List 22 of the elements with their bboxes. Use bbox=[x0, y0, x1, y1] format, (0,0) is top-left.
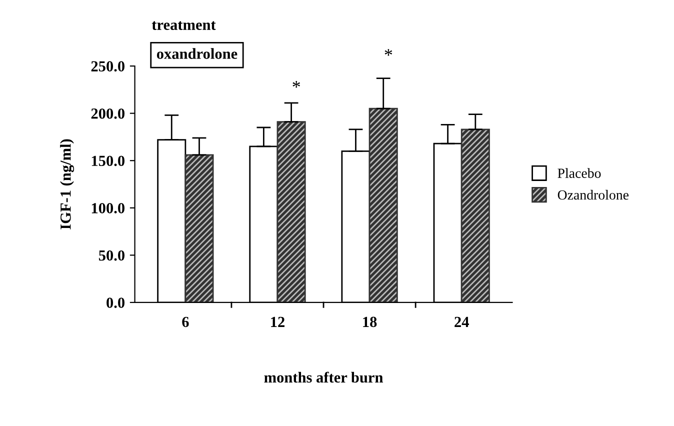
x-tick-label: 12 bbox=[271, 316, 284, 327]
bar bbox=[460, 128, 490, 302]
y-tick-label: 200.0 bbox=[91, 108, 124, 119]
x-tick-label: 24 bbox=[454, 316, 469, 327]
y-tick-label: 100.0 bbox=[92, 203, 124, 214]
x-tick-label: 18 bbox=[363, 316, 377, 328]
legend-label: Ozandrolone bbox=[558, 190, 629, 200]
text: * bbox=[384, 49, 392, 56]
x-tick-label: 6 bbox=[182, 316, 189, 328]
text: treatment bbox=[152, 21, 216, 30]
y-tick-label: 0.0 bbox=[106, 298, 124, 308]
y-tick-label: 50.0 bbox=[98, 250, 124, 261]
y-tick-label: 250.0 bbox=[91, 61, 124, 72]
legend-label: Placebo bbox=[558, 168, 601, 178]
bar bbox=[276, 121, 306, 302]
y-axis-title: IGF-1 (ng/ml) bbox=[60, 139, 74, 230]
x-axis-title: months after burn bbox=[264, 372, 383, 383]
bar bbox=[368, 108, 398, 302]
text: oxandrolone bbox=[156, 48, 238, 59]
bar bbox=[184, 154, 214, 302]
annotation: * bbox=[292, 81, 300, 88]
y-tick-label: 150.0 bbox=[92, 156, 124, 166]
